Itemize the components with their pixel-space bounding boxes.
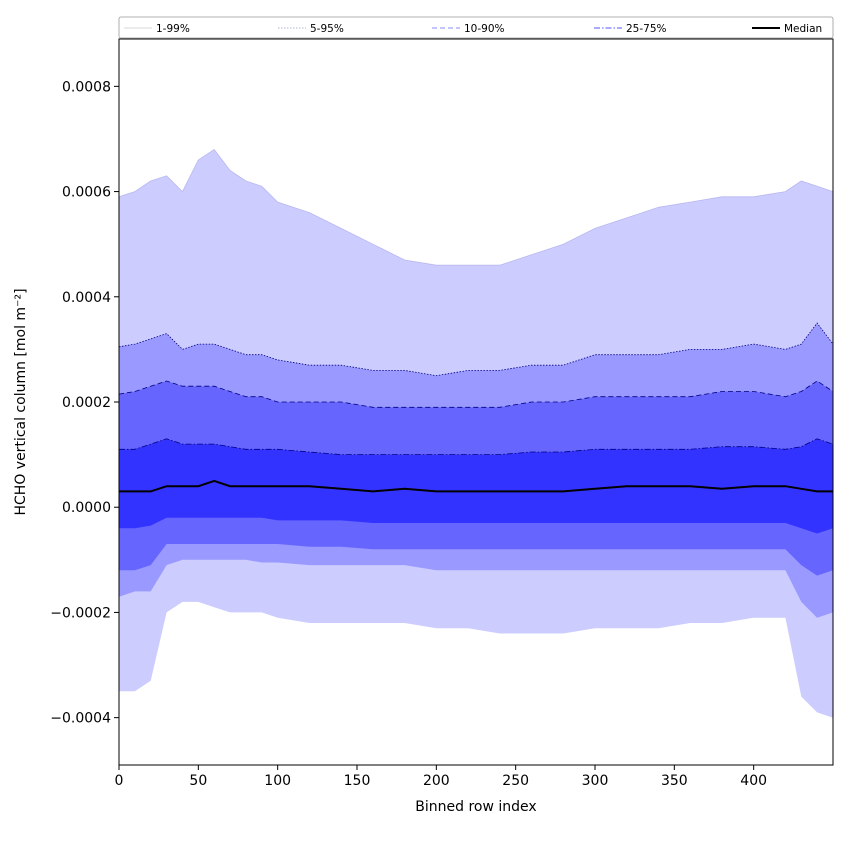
band-upper-edge-5-95- — [118, 322, 834, 377]
band-upper-edge-25-75- — [119, 438, 834, 456]
legend-label: 10-90% — [464, 23, 505, 35]
y-tick-label: 0.0004 — [62, 290, 111, 306]
x-tick-label: 50 — [189, 773, 207, 789]
band-upper-edge-1-99- — [118, 148, 834, 266]
legend-label: 5-95% — [310, 23, 344, 35]
x-tick-label: 400 — [740, 773, 767, 789]
y-tick-label: −0.0002 — [50, 605, 111, 621]
legend-box — [118, 16, 834, 39]
x-tick-label: 200 — [423, 773, 450, 789]
x-tick-label: 300 — [582, 773, 609, 789]
y-tick-label: 0.0002 — [62, 395, 111, 411]
band-upper-edge-10-90- — [118, 380, 834, 408]
y-tick-label: 0.0008 — [62, 79, 111, 95]
x-tick-label: 350 — [661, 773, 688, 789]
y-tick-label: 0.0006 — [62, 185, 111, 201]
y-axis: −0.0004 −0.0002 0.0000 0.0002 0.0004 0.0006 0.… — [50, 79, 119, 727]
x-tick-label: 0 — [115, 773, 124, 789]
x-axis: 0 50 100 150 200 250 300 350 400 — [115, 765, 767, 789]
band-25-75- — [119, 438, 833, 534]
legend-label: Median — [784, 23, 822, 35]
legend-label: 1-99% — [156, 23, 190, 35]
percentile-bands — [119, 149, 833, 718]
legend-items: 1-99% 5-95% 10-90% 25-75% Median — [124, 23, 822, 35]
y-tick-label: −0.0004 — [50, 711, 111, 727]
y-tick-label: 0.0000 — [62, 500, 111, 516]
median-line — [119, 479, 833, 493]
x-tick-label: 250 — [502, 773, 529, 789]
x-axis-label: Binned row index — [415, 799, 536, 815]
legend-label: 25-75% — [626, 23, 667, 35]
legend: 1-99% 5-95% 10-90% 25-75% Median — [118, 16, 834, 39]
y-axis-label: HCHO vertical column [mol m⁻²] — [13, 288, 29, 515]
x-tick-label: 150 — [344, 773, 371, 789]
series-lines — [118, 148, 834, 493]
x-tick-label: 100 — [264, 773, 291, 789]
